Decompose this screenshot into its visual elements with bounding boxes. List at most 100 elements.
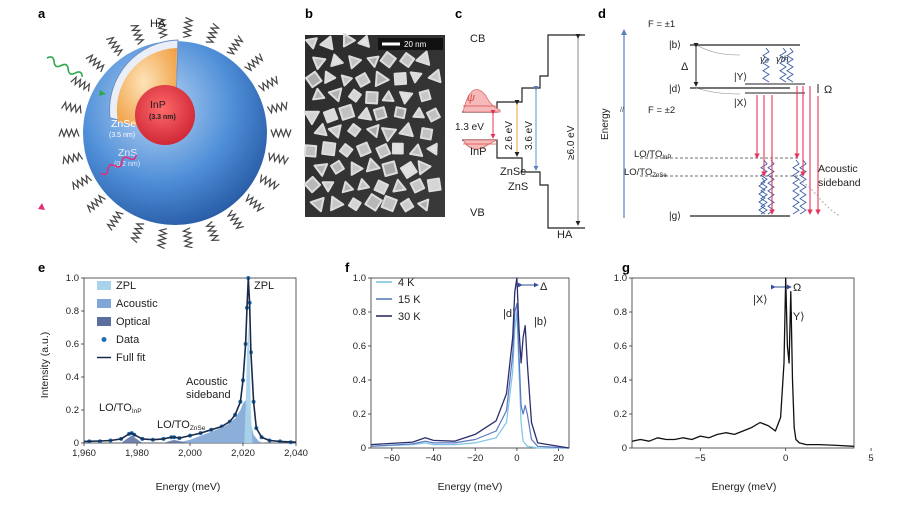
layer-znse: ZnSe xyxy=(500,166,526,178)
e-legend: ZPL Acoustic Optical Data Full fit xyxy=(97,280,158,364)
nanoparticle xyxy=(303,175,322,194)
nanoparticle xyxy=(392,178,407,193)
y-tick-label: 0.2 xyxy=(614,409,627,420)
nanoparticle xyxy=(350,161,364,176)
ligand xyxy=(226,35,244,55)
ligand xyxy=(266,101,288,115)
ligand xyxy=(86,194,106,213)
legend-swatch xyxy=(97,317,111,326)
layer-inp: InP xyxy=(470,146,487,158)
series-line-spectrum xyxy=(631,277,855,447)
phonon-wiggle-4 xyxy=(799,159,807,215)
relaxation-wiggles xyxy=(758,47,807,215)
ligand xyxy=(129,223,145,244)
nanoparticle xyxy=(327,124,342,139)
x-tick-label: 2,040 xyxy=(284,448,308,459)
series-line-15-k xyxy=(370,302,570,449)
emission-arrows xyxy=(754,86,821,215)
x-tick-label: 5 xyxy=(868,453,873,464)
nanoparticle xyxy=(305,70,323,89)
nanoparticle xyxy=(324,70,337,84)
nanoparticle xyxy=(347,123,362,138)
phonon-wiggle-3 xyxy=(792,159,800,215)
ligand xyxy=(245,193,265,213)
ligand xyxy=(156,228,169,250)
y-tick-label: 0.6 xyxy=(66,339,79,350)
f-ann-d: |d⟩ xyxy=(503,308,516,320)
state-g: |g⟩ xyxy=(669,211,681,222)
nanoparticle xyxy=(355,72,371,88)
nanoparticle xyxy=(348,88,362,103)
x-tick-label: 1,980 xyxy=(125,448,149,459)
chart-g: g Energy (meV) |X⟩ |Y⟩ Ω −5 0 5 0 0.2 0.4 0.6 0… xyxy=(614,260,874,493)
legend-label: 4 K xyxy=(398,277,415,289)
g-ann-x: |X⟩ xyxy=(753,294,768,306)
chart-f: f Energy (meV) 4 K 15 K 30 K |d⟩ |b⟩ Δ −60… xyxy=(345,260,570,493)
y-tick-label: 0.8 xyxy=(353,307,366,318)
nanoparticle xyxy=(379,51,397,69)
series-line-full-fit xyxy=(83,277,297,443)
f-ann-delta: Δ xyxy=(540,281,548,293)
ligand xyxy=(72,174,93,191)
y-tick-label: 0.8 xyxy=(66,306,79,317)
nanoparticle xyxy=(381,160,398,177)
ligand xyxy=(257,75,278,92)
y-tick-label: 0.2 xyxy=(353,409,366,420)
nanoparticle xyxy=(338,143,354,158)
nanoparticle xyxy=(399,161,418,179)
nanoparticle xyxy=(305,37,318,50)
phonon-wiggle-2 xyxy=(767,159,775,215)
nanoparticle xyxy=(393,106,407,120)
energy-axis-label: Energy xyxy=(600,108,611,140)
label-f1: F = ±1 xyxy=(648,19,675,30)
ligand xyxy=(106,36,124,57)
state-y: |Y⟩ xyxy=(734,72,747,83)
incoming-photon xyxy=(46,56,84,77)
emitted-photon-arrow xyxy=(38,203,45,210)
y-tick-label: 0.4 xyxy=(614,375,627,386)
panel-label-d: d xyxy=(598,6,606,21)
panel-c: c CB VB ψ 1.3 eV 2.6 eV 3.6 eV ≥6.0 eV I… xyxy=(455,6,585,241)
nanoparticle xyxy=(391,142,404,155)
split-line-b xyxy=(695,44,741,56)
ligand xyxy=(244,53,264,72)
x-tick-label: −20 xyxy=(467,453,483,464)
nanoparticle xyxy=(373,179,389,195)
nanoparticle xyxy=(357,34,370,48)
label-f2: F = ±2 xyxy=(648,105,675,116)
tem-nanoparticles xyxy=(303,33,442,213)
plot-frame xyxy=(631,277,855,449)
e-ylabel: Intensity (a.u.) xyxy=(39,332,51,399)
series-area-optical xyxy=(121,435,188,443)
scalebar-bg xyxy=(378,38,443,50)
label-zns-size: (0.2 nm) xyxy=(114,161,140,168)
label-zns: ZnS xyxy=(118,147,137,159)
label-inp: InP xyxy=(150,99,166,111)
e-xlabel: Energy (meV) xyxy=(156,481,221,493)
legend-label: Full fit xyxy=(116,352,145,364)
label-omega: Ω xyxy=(824,84,832,96)
ligand xyxy=(156,17,169,39)
label-acoustic-2: sideband xyxy=(818,177,861,189)
e-ann-lo-inp: LO/TOInP xyxy=(99,402,142,415)
panel-label-f: f xyxy=(345,260,350,275)
label-cb: CB xyxy=(470,33,485,45)
nanoparticle xyxy=(357,107,373,121)
nanoparticle xyxy=(341,180,355,194)
layer-zns: ZnS xyxy=(508,181,528,193)
series-line-30-k xyxy=(370,277,570,449)
ligand xyxy=(205,22,221,43)
legend-label: Optical xyxy=(116,316,150,328)
e-ann-lo-znse: LO/TOZnSe xyxy=(157,419,206,432)
nanoparticle xyxy=(412,107,425,119)
ligand xyxy=(70,75,91,92)
nanoparticle xyxy=(338,103,356,121)
nanoparticle xyxy=(312,56,327,70)
x-tick-label: 0 xyxy=(514,453,519,464)
nanoparticle xyxy=(426,177,442,193)
f-xlabel: Energy (meV) xyxy=(438,481,503,493)
nanoparticle xyxy=(347,197,362,212)
nanoparticle xyxy=(309,196,325,213)
